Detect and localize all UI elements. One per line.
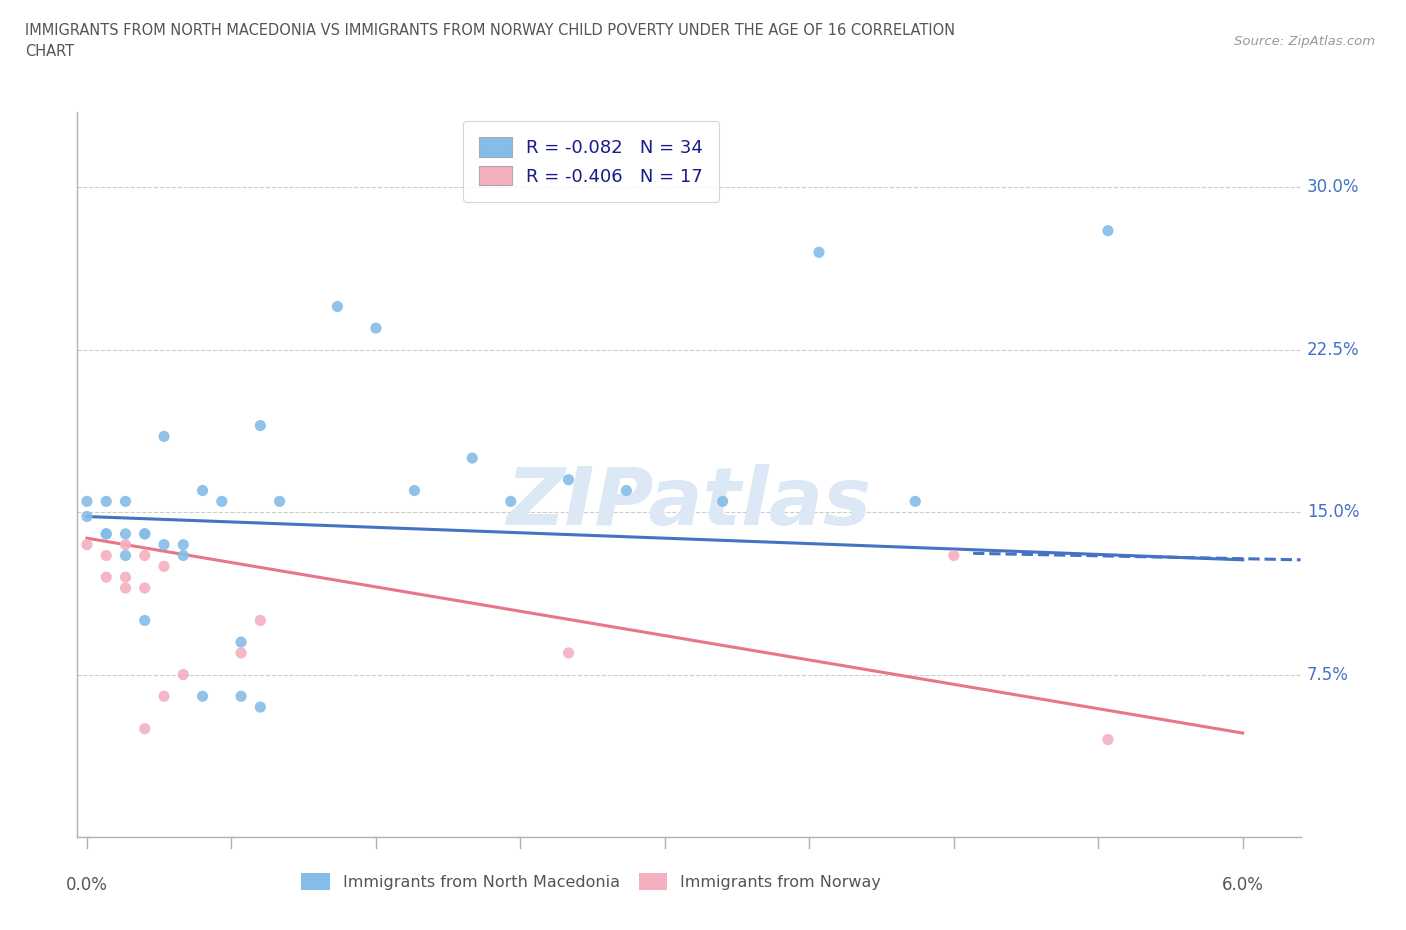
Point	[364, 321, 387, 336]
Text: 15.0%: 15.0%	[1306, 503, 1360, 521]
Point	[114, 548, 136, 563]
Point	[96, 526, 118, 541]
Legend: Immigrants from North Macedonia, Immigrants from Norway: Immigrants from North Macedonia, Immigra…	[292, 866, 889, 898]
Point	[249, 699, 271, 714]
Point	[711, 494, 734, 509]
Text: CHART: CHART	[25, 44, 75, 59]
Point	[96, 494, 118, 509]
Text: ZIPatlas: ZIPatlas	[506, 464, 872, 542]
Point	[76, 494, 98, 509]
Point	[114, 538, 136, 552]
Point	[114, 570, 136, 585]
Point	[942, 548, 965, 563]
Point	[807, 245, 830, 259]
Point	[269, 494, 291, 509]
Point	[326, 299, 349, 314]
Text: 30.0%: 30.0%	[1306, 179, 1360, 196]
Point	[134, 548, 156, 563]
Text: IMMIGRANTS FROM NORTH MACEDONIA VS IMMIGRANTS FROM NORWAY CHILD POVERTY UNDER TH: IMMIGRANTS FROM NORTH MACEDONIA VS IMMIG…	[25, 23, 956, 38]
Point	[614, 483, 637, 498]
Point	[1097, 732, 1119, 747]
Point	[134, 580, 156, 595]
Point	[76, 509, 98, 524]
Point	[153, 429, 176, 444]
Point	[96, 526, 118, 541]
Point	[191, 689, 214, 704]
Text: 0.0%: 0.0%	[66, 876, 108, 894]
Text: 22.5%: 22.5%	[1306, 340, 1360, 359]
Point	[134, 526, 156, 541]
Point	[172, 667, 194, 682]
Point	[134, 722, 156, 737]
Point	[499, 494, 522, 509]
Point	[191, 483, 214, 498]
Point	[229, 689, 252, 704]
Point	[114, 526, 136, 541]
Point	[76, 538, 98, 552]
Point	[557, 472, 579, 487]
Text: 6.0%: 6.0%	[1222, 876, 1264, 894]
Point	[557, 645, 579, 660]
Point	[229, 645, 252, 660]
Point	[404, 483, 426, 498]
Point	[172, 538, 194, 552]
Point	[211, 494, 233, 509]
Point	[134, 613, 156, 628]
Point	[153, 689, 176, 704]
Point	[153, 559, 176, 574]
Point	[114, 494, 136, 509]
Point	[96, 570, 118, 585]
Point	[134, 526, 156, 541]
Point	[249, 418, 271, 433]
Point	[172, 548, 194, 563]
Point	[96, 548, 118, 563]
Text: Source: ZipAtlas.com: Source: ZipAtlas.com	[1234, 35, 1375, 48]
Text: 7.5%: 7.5%	[1306, 666, 1348, 684]
Point	[904, 494, 927, 509]
Point	[249, 613, 271, 628]
Point	[1097, 223, 1119, 238]
Point	[229, 634, 252, 649]
Point	[153, 538, 176, 552]
Point	[461, 451, 484, 466]
Point	[114, 580, 136, 595]
